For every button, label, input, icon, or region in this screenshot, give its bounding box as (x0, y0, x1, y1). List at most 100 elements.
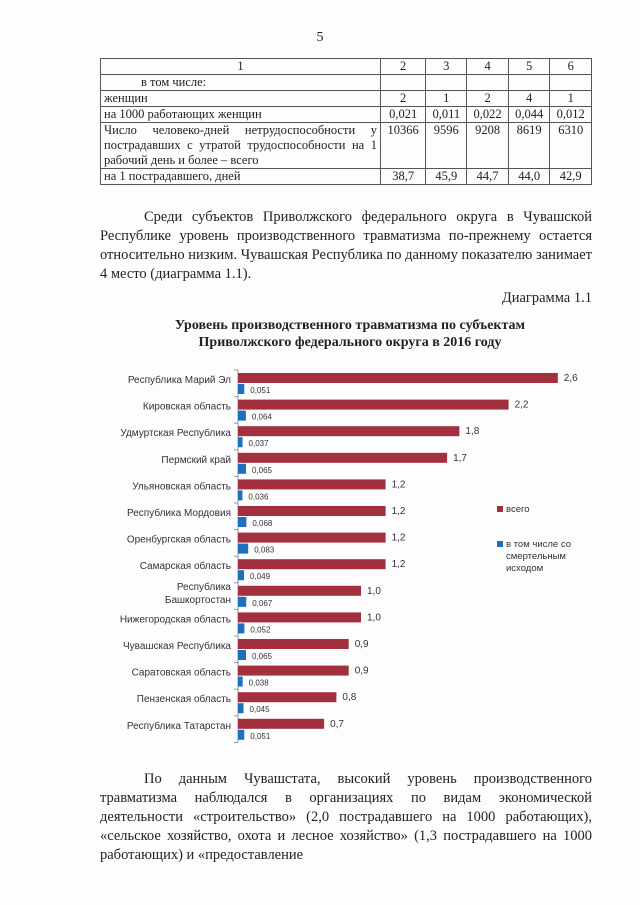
data-table: 1 2 3 4 5 6 в том числе: женщин 2 1 2 4 1 на 10… (100, 58, 592, 185)
data-label-total: 2,2 (515, 400, 529, 411)
bar-fatal (238, 463, 246, 474)
table-cell: 0,011 (425, 106, 468, 123)
paragraph-2: По данным Чувашстата, высокий уровень пр… (100, 771, 592, 863)
category-label: Республика Мордовия (127, 507, 231, 519)
data-label-fatal: 0,068 (252, 519, 273, 528)
bar-fatal (238, 570, 245, 581)
bar-total (238, 692, 337, 703)
data-label-fatal: 0,083 (254, 546, 275, 555)
table-cell: 9596 (425, 122, 468, 169)
table-row: Число человеко-дней нетрудоспособности у… (100, 122, 592, 169)
row-label: на 1 пострадавшего, дней (100, 168, 381, 185)
bar-fatal (238, 623, 245, 634)
category-label: Пензенская область (137, 693, 231, 705)
bar-fatal (238, 703, 244, 714)
data-label-fatal: 0,037 (249, 439, 270, 448)
category-label: Саратовская область (132, 667, 231, 679)
bar-total (238, 585, 361, 596)
table-cell: 8619 (507, 122, 551, 169)
diagram-label: Диаграмма 1.1 (501, 290, 592, 306)
table-cell: 38,7 (379, 168, 427, 185)
bar-fatal (238, 410, 246, 421)
bar-total (238, 506, 386, 516)
table-cell: 44,7 (466, 168, 509, 185)
data-label-total: 2,6 (564, 373, 578, 384)
table-header-row: 1 2 3 4 5 6 (100, 58, 592, 75)
table-cell: 10366 (379, 122, 427, 169)
table-row: женщин 2 1 2 4 1 (100, 90, 592, 107)
data-label-total: 0,9 (355, 666, 369, 677)
data-label-total: 1,8 (465, 426, 479, 437)
header-cell: 5 (507, 58, 551, 75)
category-label: Республика (177, 581, 232, 593)
table-cell: 2 (379, 90, 427, 107)
legend-label-total: всего (506, 504, 530, 515)
table-cell (379, 74, 427, 91)
table-cell: 1 (425, 90, 468, 107)
table-cell: 2 (466, 90, 509, 107)
legend-swatch-total (497, 506, 503, 512)
bar-total (238, 718, 325, 729)
category-label: Оренбургская область (127, 534, 231, 546)
bar-total (238, 612, 361, 623)
data-label-fatal: 0,065 (252, 652, 273, 661)
data-label-total: 1,2 (392, 533, 406, 544)
table-cell: 0,044 (507, 106, 551, 123)
legend-swatch-fatal (497, 541, 503, 547)
table-cell: 44,0 (507, 168, 551, 185)
table-cell: 6310 (549, 122, 592, 169)
bar-fatal (238, 437, 243, 448)
bar-fatal (238, 676, 243, 687)
data-label-total: 0,9 (355, 639, 369, 650)
category-label: Удмуртская Республика (120, 427, 231, 439)
bar-total (238, 639, 349, 649)
table-cell: 42,9 (549, 168, 592, 185)
data-label-fatal: 0,052 (250, 625, 271, 634)
data-label-total: 1,7 (453, 453, 467, 464)
table-cell (466, 74, 509, 91)
bar-chart: Республика Марий Эл 2,6 0,051 Кировская обл… (120, 369, 578, 743)
legend-label-fatal: исходом (506, 563, 543, 574)
legend-label-fatal: в том числе со (506, 539, 571, 550)
bar-total (238, 373, 558, 383)
bar-total (238, 426, 460, 437)
header-cell: 3 (425, 58, 468, 75)
table-cell: 0,012 (549, 106, 592, 123)
bar-total (238, 532, 386, 543)
bar-fatal (238, 596, 247, 607)
bar-fatal (238, 384, 245, 394)
table-cell: 4 (507, 90, 551, 107)
table-cell: 9208 (466, 122, 509, 169)
category-label: Самарская область (140, 560, 231, 572)
bar-total (238, 399, 509, 410)
bar-total (238, 479, 386, 490)
bar-fatal (238, 650, 246, 660)
category-label: Республика Марий Эл (128, 374, 231, 386)
header-cell: 4 (466, 58, 509, 75)
row-label: женщин (100, 90, 381, 107)
legend-label-fatal: смертельным (506, 551, 566, 562)
header-cell: 6 (549, 58, 592, 75)
data-label-total: 0,8 (342, 692, 356, 703)
data-label-fatal: 0,036 (248, 492, 269, 501)
data-label-fatal: 0,065 (252, 466, 273, 475)
header-cell: 1 (100, 58, 381, 75)
bar-total (238, 665, 349, 676)
table-cell: 0,022 (466, 106, 509, 123)
table-cell: 45,9 (425, 168, 468, 185)
page-number: 5 (316, 30, 324, 45)
category-label: Пермский край (161, 455, 231, 466)
category-label: Ульяновская область (132, 480, 231, 492)
table-row: на 1000 работающих женщин 0,021 0,011 0,022… (100, 106, 592, 123)
data-label-fatal: 0,049 (250, 572, 271, 581)
paragraph-1: Среди субъектов Приволжского федеральног… (100, 209, 592, 282)
data-label-total: 0,7 (330, 719, 344, 730)
bar-fatal (238, 517, 247, 527)
data-label-fatal: 0,067 (252, 599, 273, 608)
row-label: на 1000 работающих женщин (100, 106, 381, 123)
row-label: в том числе: (100, 74, 381, 91)
bar-fatal (238, 729, 245, 740)
data-label-fatal: 0,045 (250, 705, 271, 714)
table-cell: 0,021 (379, 106, 427, 123)
category-label: Нижегородская область (120, 613, 231, 625)
